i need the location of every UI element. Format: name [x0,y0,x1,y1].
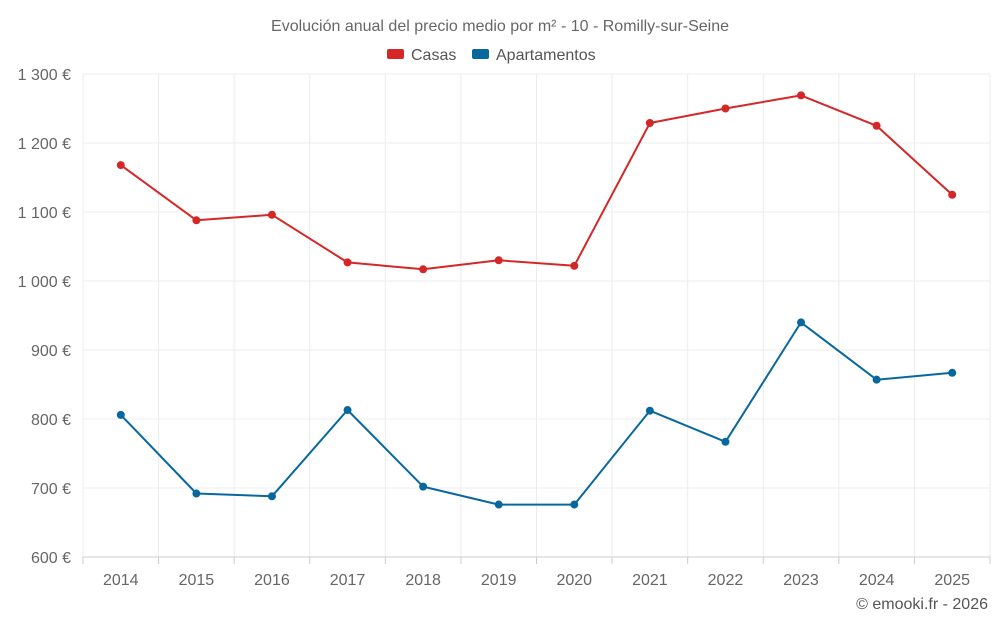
legend-label-casas: Casas [411,47,456,64]
data-point-casas[interactable] [192,216,201,225]
x-tick-label: 2014 [103,572,139,589]
x-tick-label: 2021 [632,572,668,589]
data-point-apartamentos[interactable] [797,318,806,327]
legend: Casas Apartamentos [387,47,596,64]
y-tick-label: 1 200 € [18,136,71,153]
axes: 600 € 700 € 800 € 900 € 1 000 € 1 100 € 1 200 … [18,67,991,589]
x-tick-label: 2015 [179,572,215,589]
x-tick-label: 2020 [556,572,592,589]
y-tick-label: 1 100 € [18,205,71,222]
data-point-apartamentos[interactable] [645,406,654,415]
data-point-casas[interactable] [570,261,579,270]
data-point-apartamentos[interactable] [343,406,352,415]
y-tick-label: 600 € [31,550,71,567]
series-line-casas [120,94,953,271]
data-point-apartamentos[interactable] [721,437,730,446]
data-point-casas[interactable] [494,256,503,265]
credit-text: © emooki.fr - 2026 [856,596,988,613]
y-tick-label: 1 300 € [18,67,71,84]
data-point-casas[interactable] [645,118,654,127]
data-point-apartamentos[interactable] [948,368,957,377]
y-tick-label: 900 € [31,343,71,360]
legend-swatch-casas [387,49,404,59]
data-point-casas[interactable] [797,91,806,100]
data-point-apartamentos[interactable] [570,500,579,509]
data-point-casas[interactable] [343,258,352,267]
data-point-apartamentos[interactable] [494,500,503,509]
data-point-casas[interactable] [948,190,957,199]
x-tick-label: 2022 [708,572,744,589]
y-tick-label: 700 € [31,481,71,498]
data-point-apartamentos[interactable] [872,375,881,384]
chart-title: Evolución anual del precio medio por m² … [271,18,729,35]
x-tick-label: 2017 [330,572,366,589]
series-line-apartamentos [120,321,953,506]
y-tick-label: 800 € [31,412,71,429]
x-tick-label: 2024 [859,572,895,589]
legend-label-apartamentos: Apartamentos [496,47,596,64]
data-point-casas[interactable] [419,265,428,274]
grid [82,73,991,557]
data-point-casas[interactable] [116,161,125,170]
data-point-apartamentos[interactable] [192,489,201,498]
x-tick-label: 2025 [934,572,970,589]
x-tick-label: 2016 [254,572,290,589]
x-tick-label: 2018 [405,572,441,589]
data-point-apartamentos[interactable] [116,410,125,419]
data-point-casas[interactable] [267,210,276,219]
x-tick-label: 2019 [481,572,517,589]
legend-item-casas[interactable]: Casas [387,47,456,64]
legend-swatch-apartamentos [472,49,489,59]
data-point-casas[interactable] [872,121,881,130]
legend-item-apartamentos[interactable]: Apartamentos [472,47,596,64]
data-point-apartamentos[interactable] [419,482,428,491]
y-tick-label: 1 000 € [18,274,71,291]
data-point-apartamentos[interactable] [267,492,276,501]
x-tick-label: 2023 [783,572,819,589]
data-point-casas[interactable] [721,104,730,113]
series [116,91,957,509]
